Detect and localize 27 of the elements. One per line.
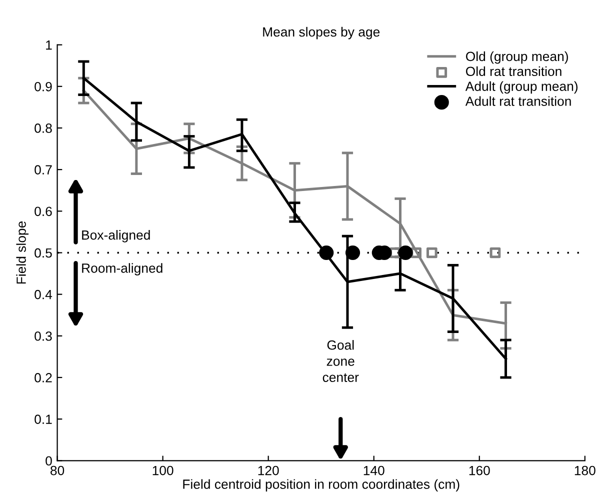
chart-title: Mean slopes by age xyxy=(263,26,380,40)
legend-label: Old rat transition xyxy=(466,66,562,76)
y-tick-label: 0.8 xyxy=(34,124,52,133)
y-tick-label: 0.5 xyxy=(34,248,52,258)
x-tick-label: 180 xyxy=(574,466,596,476)
x-axis-title: Field centroid position in room coordinates (cm) xyxy=(183,479,460,492)
legend-label: Adult (group mean) xyxy=(465,81,578,94)
y-tick-label: 0 xyxy=(46,456,52,466)
y-tick-label: 0.7 xyxy=(34,165,52,174)
legend-label: Old (group mean) xyxy=(466,51,568,64)
legend-label: Adult rat transition xyxy=(465,96,571,106)
x-tick-label: 80 xyxy=(50,466,64,476)
x-tick-label: 140 xyxy=(364,466,384,476)
x-tick-label: 160 xyxy=(469,466,490,476)
y-tick-label: 1 xyxy=(46,40,52,50)
y-axis-title: Field slope xyxy=(16,221,29,284)
y-tick-label: 0.4 xyxy=(34,290,52,300)
y-tick-label: 0.6 xyxy=(34,206,52,216)
annotation: Box-aligned xyxy=(82,230,150,242)
annotation: Room-aligned xyxy=(82,263,162,276)
y-tick-label: 0.1 xyxy=(34,414,52,424)
annotation: Goal zone center xyxy=(322,340,359,382)
y-tick-label: 0.9 xyxy=(34,82,52,92)
y-tick-label: 0.2 xyxy=(34,373,52,382)
x-tick-label: 100 xyxy=(152,466,174,476)
y-tick-label: 0.3 xyxy=(34,331,52,341)
x-tick-label: 120 xyxy=(258,466,279,476)
